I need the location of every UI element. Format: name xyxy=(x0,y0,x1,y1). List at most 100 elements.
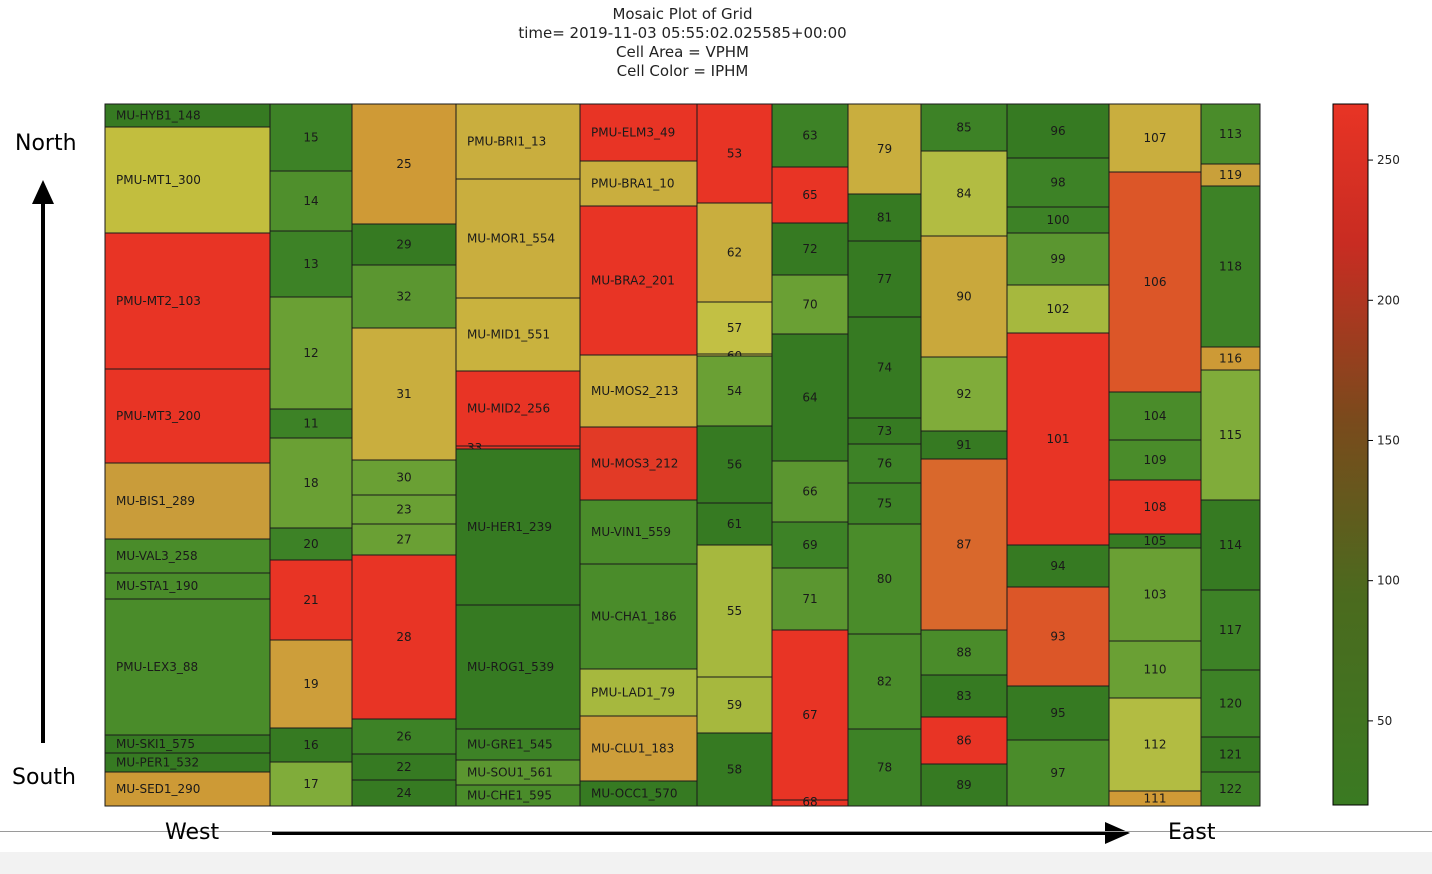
colorbar-tick-label: 200 xyxy=(1377,293,1400,307)
mosaic-cell-label: 111 xyxy=(1144,792,1167,806)
mosaic-cell-label: 53 xyxy=(727,147,742,161)
mosaic-cell-label: MU-BIS1_289 xyxy=(116,494,195,508)
mosaic-cell xyxy=(269,559,353,641)
mosaic-cell-label: 76 xyxy=(877,457,892,471)
mosaic-cell-label: 31 xyxy=(396,387,411,401)
mosaic-cell-label: 71 xyxy=(802,592,817,606)
north-arrow-head xyxy=(32,180,54,204)
mosaic-cell xyxy=(1006,586,1110,687)
mosaic-cell xyxy=(351,718,457,755)
mosaic-cell-label: 27 xyxy=(396,533,411,547)
mosaic-cell-label: 109 xyxy=(1144,453,1167,467)
mosaic-cell-label: 99 xyxy=(1050,252,1065,266)
mosaic-cell-label: 26 xyxy=(396,730,411,744)
mosaic-cell-label: 75 xyxy=(877,497,892,511)
mosaic-cell-label: 73 xyxy=(877,424,892,438)
mosaic-cell xyxy=(579,426,698,501)
mosaic-cell-label: 115 xyxy=(1219,428,1242,442)
mosaic-cell-label: 104 xyxy=(1144,409,1167,423)
mosaic-cell xyxy=(771,333,849,462)
mosaic-cell-label: 12 xyxy=(303,346,318,360)
mosaic-cell-label: 117 xyxy=(1219,623,1242,637)
mosaic-cell-label: 101 xyxy=(1047,432,1070,446)
mosaic-cell xyxy=(579,780,698,807)
mosaic-cell xyxy=(1006,739,1110,807)
mosaic-cell xyxy=(351,327,457,461)
mosaic-cell xyxy=(1200,369,1261,501)
mosaic-cell xyxy=(1200,185,1261,348)
mosaic-cell-label: MU-GRE1_545 xyxy=(467,738,553,752)
mosaic-cell-label: 17 xyxy=(303,777,318,791)
mosaic-cell xyxy=(455,728,581,761)
east-arrow-head xyxy=(1105,822,1130,844)
mosaic-cell-label: 120 xyxy=(1219,697,1242,711)
mosaic-cell-label: 59 xyxy=(727,698,742,712)
colorbar-tick-label: 250 xyxy=(1377,153,1400,167)
west-label: West xyxy=(165,820,220,845)
mosaic-cell xyxy=(269,296,353,410)
title-line-1: Mosaic Plot of Grid xyxy=(612,5,753,23)
mosaic-cell xyxy=(269,527,353,561)
mosaic-cell-label: 64 xyxy=(802,391,817,405)
chart-title: Mosaic Plot of Grid time= 2019-11-03 05:… xyxy=(105,5,1260,81)
mosaic-cell-label: 114 xyxy=(1219,538,1242,552)
mosaic-cell-label: 55 xyxy=(727,604,742,618)
mosaic-cell xyxy=(1108,697,1202,792)
mosaic-cell-label: 69 xyxy=(802,538,817,552)
mosaic-cell xyxy=(351,264,457,329)
north-label: North xyxy=(15,131,77,156)
mosaic-cell-label: 57 xyxy=(727,321,742,335)
mosaic-cell-label: MU-SED1_290 xyxy=(116,782,200,796)
mosaic-cell xyxy=(696,425,773,504)
mosaic-cell xyxy=(269,761,353,807)
mosaic-cell-label: 79 xyxy=(877,142,892,156)
mosaic-cell xyxy=(1108,439,1202,481)
mosaic-cell-label: 78 xyxy=(877,761,892,775)
mosaic-cell xyxy=(920,103,1008,152)
mosaic-cell-label: MU-MID1_551 xyxy=(467,328,550,342)
mosaic-cell xyxy=(1006,544,1110,588)
mosaic-cell-label: MU-ROG1_539 xyxy=(467,660,554,674)
mosaic-cell xyxy=(1108,479,1202,535)
mosaic-cell-label: MU-HYB1_148 xyxy=(116,109,201,123)
mosaic-cell-label: 92 xyxy=(956,387,971,401)
mosaic-cell-label: 84 xyxy=(956,187,971,201)
mosaic-cell-label: 88 xyxy=(956,646,971,660)
mosaic-cell xyxy=(269,103,353,172)
mosaic-cell xyxy=(351,523,457,556)
mosaic-cell-label: 107 xyxy=(1144,131,1167,145)
mosaic-cell xyxy=(920,629,1008,676)
mosaic-cell xyxy=(847,103,922,195)
mosaic-cell-label: 18 xyxy=(303,476,318,490)
mosaic-cell-label: 81 xyxy=(877,211,892,225)
footer-bar xyxy=(0,852,1432,874)
mosaic-cell xyxy=(1006,103,1110,159)
mosaic-cell-label: 89 xyxy=(956,778,971,792)
mosaic-cell-label: 83 xyxy=(956,689,971,703)
mosaic-cell-label: 74 xyxy=(877,361,892,375)
mosaic-cell xyxy=(269,230,353,298)
mosaic-cell xyxy=(847,728,922,807)
south-label: South xyxy=(12,765,76,790)
mosaic-cell-label: 106 xyxy=(1144,275,1167,289)
mosaic-cell-label: 11 xyxy=(303,417,318,431)
mosaic-cell xyxy=(847,240,922,318)
mosaic-cell-label: 16 xyxy=(303,738,318,752)
mosaic-cell xyxy=(351,779,457,807)
title-line-4: Cell Color = IPHM xyxy=(616,62,749,80)
mosaic-cell-label: 121 xyxy=(1219,748,1242,762)
mosaic-cell-label: 54 xyxy=(727,384,742,398)
title-line-3: Cell Area = VPHM xyxy=(616,43,749,61)
mosaic-cell xyxy=(847,417,922,445)
mosaic-cell xyxy=(351,223,457,266)
mosaic-cell-label: 63 xyxy=(802,129,817,143)
mosaic-cell-label: MU-HER1_239 xyxy=(467,520,552,534)
mosaic-cell-label: 118 xyxy=(1219,260,1242,274)
mosaic-cell-label: MU-MID2_256 xyxy=(467,402,550,416)
mosaic-cell-label: 70 xyxy=(802,298,817,312)
mosaic-cell xyxy=(104,598,271,736)
mosaic-cell xyxy=(579,715,698,782)
mosaic-cell xyxy=(579,499,698,565)
mosaic-cell xyxy=(455,759,581,786)
mosaic-cell-label: 96 xyxy=(1050,124,1065,138)
